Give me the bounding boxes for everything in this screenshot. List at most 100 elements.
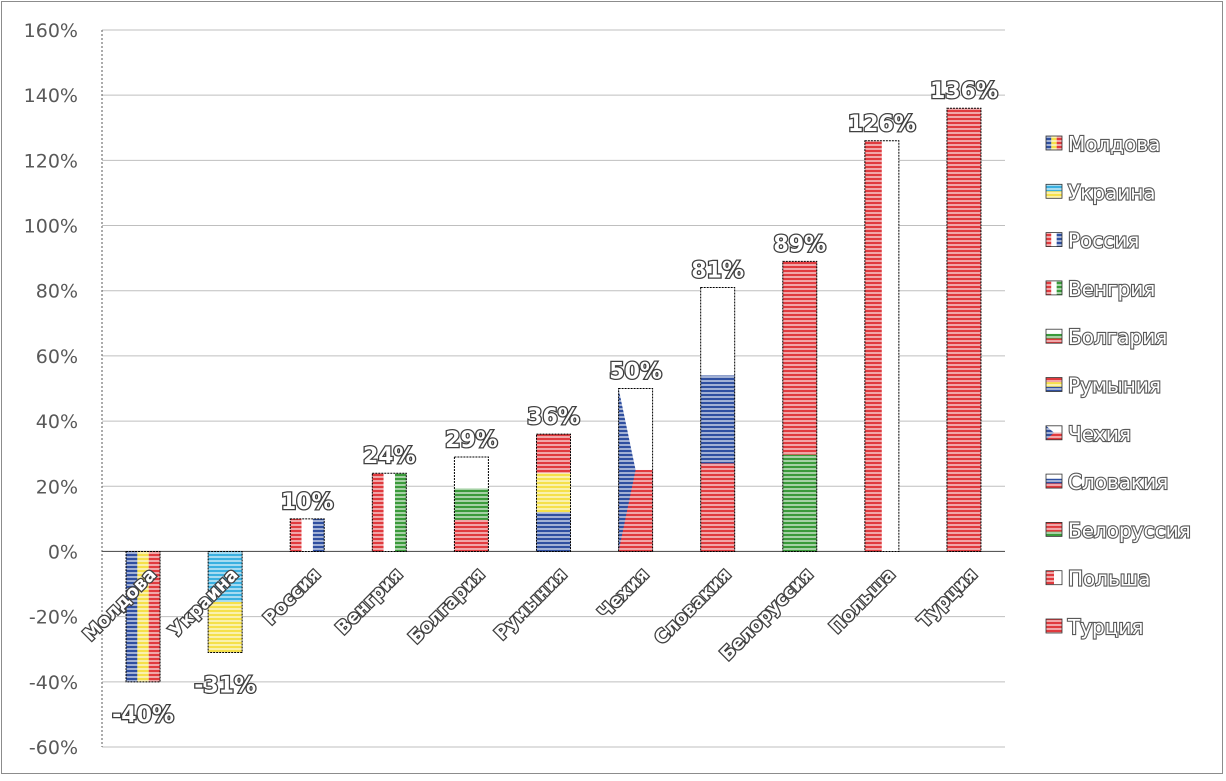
legend-label: Словакия xyxy=(1068,470,1168,494)
legend-item: Молдова xyxy=(1045,131,1161,157)
bar xyxy=(782,260,818,552)
bar-texture xyxy=(208,551,243,653)
legend-swatch-border xyxy=(1045,135,1063,151)
x-tick-label: Румыния xyxy=(491,564,571,644)
bars xyxy=(125,107,982,683)
data-label: 81% xyxy=(691,258,744,283)
data-label: 36% xyxy=(527,405,580,430)
legend-swatch-texture xyxy=(1046,474,1062,489)
legend-swatch-texture xyxy=(1046,570,1062,585)
y-axis: 160% 140% 120% 100% 80% 60% 40% 20% 0% -20% -40% -6… xyxy=(24,20,1005,759)
legend-swatch-border xyxy=(1045,328,1063,344)
bar-texture xyxy=(454,456,489,552)
legend-swatch-texture xyxy=(1046,329,1062,344)
legend-swatch-border xyxy=(1045,473,1063,489)
bar-outline xyxy=(618,388,654,552)
legend-item: Польша xyxy=(1045,566,1152,592)
legend-label: Чехия xyxy=(1068,422,1131,446)
legend-label: Украина xyxy=(1068,180,1156,204)
bar-texture xyxy=(618,388,653,552)
bar xyxy=(125,550,161,683)
bar-texture xyxy=(290,518,325,552)
data-label: 10% xyxy=(281,490,334,515)
bar xyxy=(618,388,654,552)
y-tick-label: 60% xyxy=(36,346,78,368)
legend-item: Чехия xyxy=(1045,421,1132,447)
legend-swatch-texture xyxy=(1046,280,1062,295)
bar-outline xyxy=(536,433,571,552)
data-label: 89% xyxy=(773,232,826,257)
x-tick-label: Словакия xyxy=(651,564,736,649)
y-tick-label: -20% xyxy=(29,607,78,629)
legend-swatch-texture xyxy=(1046,232,1062,247)
bar xyxy=(371,472,407,552)
legend-swatch-border xyxy=(1045,570,1063,586)
legend-swatch-texture xyxy=(1046,377,1062,392)
y-tick-label: -40% xyxy=(29,672,78,694)
legend-swatch-texture xyxy=(1046,522,1062,537)
data-label: -31% xyxy=(194,673,256,698)
bar xyxy=(864,140,900,552)
bar xyxy=(453,456,489,552)
bar-outline xyxy=(371,472,407,552)
data-label: 29% xyxy=(445,428,498,453)
bar-texture xyxy=(372,473,407,552)
bar-texture xyxy=(782,261,817,552)
data-labels: -40% -31% 10% 24% 29% 36% 50% 81% 89% 126% 136% xyxy=(111,78,999,729)
legend-item: Венгрия xyxy=(1045,276,1156,302)
legend-swatch-texture xyxy=(1046,619,1062,633)
legend-item: Румыния xyxy=(1045,372,1162,399)
bar xyxy=(289,518,325,552)
x-tick-label: Россия xyxy=(260,564,325,629)
legend-label: Молдова xyxy=(1068,132,1160,156)
bar xyxy=(700,286,736,552)
legend-label: Венгрия xyxy=(1068,277,1155,301)
legend-swatch-border xyxy=(1045,618,1063,634)
x-tick-label: Турция xyxy=(914,564,981,631)
bar xyxy=(946,107,982,552)
bar-outline xyxy=(207,550,243,653)
y-tick-label: 120% xyxy=(24,150,78,172)
bar-outline xyxy=(864,140,900,552)
legend-swatch-border xyxy=(1045,280,1063,296)
x-tick-label: Польша xyxy=(826,564,900,638)
legend-swatch-border xyxy=(1045,425,1063,441)
legend-item: Россия xyxy=(1045,228,1140,254)
y-tick-label: 20% xyxy=(36,476,78,498)
legend-swatch-border xyxy=(1045,183,1063,199)
legend-item: Болгария xyxy=(1045,324,1168,350)
legend-item: Турция xyxy=(1045,614,1144,640)
bar-texture xyxy=(946,108,981,552)
legend-label: Болгария xyxy=(1068,325,1167,349)
bar-outline xyxy=(453,456,489,552)
y-tick-label: 0% xyxy=(48,541,78,563)
legend-swatch-texture xyxy=(1046,136,1062,150)
y-tick-label: 80% xyxy=(36,281,78,303)
y-tick-label: 160% xyxy=(24,20,78,42)
legend-label: Турция xyxy=(1067,615,1143,639)
legend-label: Польша xyxy=(1068,567,1150,591)
bar-outline xyxy=(946,107,982,552)
legend-swatch-texture xyxy=(1046,425,1062,440)
bar xyxy=(207,550,243,653)
data-label: 136% xyxy=(930,79,998,104)
legend: Молдова Украина Россия Венгрия Болгария Румын… xyxy=(1045,131,1192,640)
legend-item: Белоруссия xyxy=(1045,517,1192,544)
x-tick-label: Болгария xyxy=(405,564,489,648)
bar-texture xyxy=(126,551,161,682)
bar-texture xyxy=(700,287,735,552)
bar-outline xyxy=(289,518,325,552)
legend-item: Украина xyxy=(1045,179,1157,205)
bar-texture xyxy=(864,140,899,552)
bar-texture xyxy=(536,434,571,552)
data-label: 50% xyxy=(609,360,662,385)
bar-outline xyxy=(125,550,161,683)
legend-label: Россия xyxy=(1068,229,1139,253)
y-tick-label: 140% xyxy=(24,85,78,107)
legend-label: Румыния xyxy=(1068,374,1161,398)
legend-swatch-texture xyxy=(1046,184,1062,199)
data-label: 126% xyxy=(848,112,916,137)
x-tick-label: Чехия xyxy=(594,564,653,623)
data-label: 24% xyxy=(363,444,416,469)
